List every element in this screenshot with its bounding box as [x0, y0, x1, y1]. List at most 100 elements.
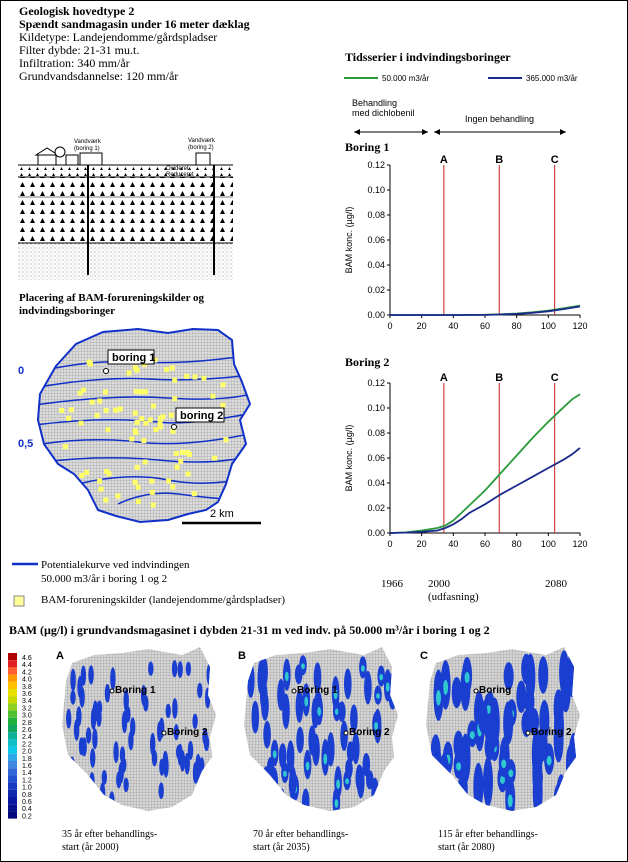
- plume: [195, 753, 201, 778]
- source-square: [220, 382, 226, 388]
- series-line: [390, 305, 581, 316]
- plume: [362, 753, 371, 777]
- boring2-marker: [171, 424, 177, 430]
- legend-line-text: Potentialekurve ved indvindingen 50.000 …: [41, 558, 189, 586]
- plume-core: [361, 665, 365, 672]
- plume: [451, 677, 462, 709]
- colorbar-label: 1.0: [22, 785, 32, 792]
- x-tick-label: 80: [512, 539, 522, 549]
- year-2000-label: 2000: [428, 578, 450, 590]
- colorbar-swatch: [8, 753, 17, 761]
- source-square: [132, 479, 138, 485]
- plume: [570, 774, 580, 810]
- bottom-title: BAM (µg/l) i grundvandsmagasinet i dybde…: [9, 623, 490, 637]
- x-tick-label: 100: [541, 539, 556, 549]
- oxid-label: Oxideret: [166, 166, 189, 172]
- marker-label-A: A: [440, 372, 448, 384]
- plume: [366, 770, 374, 790]
- plume: [294, 664, 303, 685]
- boring1-marker: [103, 368, 109, 374]
- source-square: [170, 484, 176, 490]
- map-area: [62, 647, 216, 811]
- plume: [503, 701, 514, 745]
- plume: [205, 687, 211, 709]
- source-square: [143, 420, 149, 426]
- header-subtitle: Spændt sandmagasin under 16 meter dæklag: [19, 17, 250, 31]
- boring2-marker: [343, 730, 349, 736]
- waterworks-1: [79, 152, 103, 166]
- farm-building: [37, 154, 57, 166]
- caption-c: 115 år efter behandlings- start (år 2080…: [438, 828, 538, 854]
- treat-label2: med dichlobenil: [352, 108, 415, 118]
- plume: [388, 686, 397, 710]
- source-square: [157, 420, 163, 426]
- plume: [192, 713, 198, 729]
- boring1-label: Boring 1: [115, 685, 156, 696]
- source-square: [173, 451, 179, 456]
- source-square: [192, 374, 198, 380]
- plume-core: [284, 671, 289, 682]
- source-square: [149, 489, 155, 495]
- source-square: [172, 377, 178, 383]
- plume: [503, 662, 514, 691]
- header-infiltration: Infiltration: 340 mm/år: [19, 56, 130, 70]
- caption-c-line1: 115 år efter behandlings-: [438, 829, 538, 840]
- x-tick-label: 120: [572, 539, 587, 549]
- boring1-marker: [473, 688, 479, 694]
- source-square: [150, 502, 156, 508]
- source-square: [152, 357, 158, 363]
- plume: [312, 733, 320, 766]
- plume: [350, 704, 358, 733]
- plume: [69, 756, 75, 772]
- boring1-marker: [291, 688, 297, 694]
- placement-title-line2: indvindingsboringer: [19, 305, 115, 317]
- marker-label-B: B: [495, 154, 503, 166]
- source-square: [172, 396, 178, 402]
- colorbar-label: 0.4: [22, 806, 32, 813]
- map-letter: A: [56, 650, 64, 662]
- source-square: [117, 406, 123, 412]
- source-square: [220, 402, 226, 408]
- legend-square-label: BAM-forureningskilder (landejendomme/går…: [41, 594, 286, 606]
- colorbar-swatch: [8, 681, 17, 689]
- colorbar-label: 4.0: [22, 677, 32, 684]
- plume-core: [279, 798, 284, 806]
- year-2080: 2080: [545, 578, 567, 590]
- plume-core: [305, 761, 310, 771]
- colorbar: 4.64.44.24.03.83.63.43.23.02.82.62.42.22…: [8, 653, 32, 820]
- colorbar-label: 4.4: [22, 662, 32, 669]
- colorbar-swatch: [8, 689, 17, 697]
- source-square: [86, 359, 92, 365]
- y-tick-label: 0.10: [367, 403, 385, 413]
- source-square: [201, 375, 207, 381]
- source-square: [157, 424, 163, 430]
- plume: [439, 753, 450, 793]
- source-square: [151, 403, 156, 409]
- plume: [185, 661, 192, 676]
- plume-core: [374, 722, 378, 730]
- map-C: C Boring Boring 2: [420, 647, 580, 811]
- source-square: [78, 420, 84, 426]
- plume: [556, 774, 567, 811]
- plume: [484, 733, 495, 761]
- source-square: [81, 387, 87, 393]
- plume: [516, 680, 527, 713]
- source-square: [105, 427, 111, 433]
- colorbar-swatch: [8, 775, 17, 783]
- source-square: [59, 408, 65, 413]
- plume: [104, 684, 111, 703]
- plume-core: [336, 779, 340, 790]
- sand-aquifer: [18, 177, 233, 243]
- source-square: [63, 444, 68, 450]
- plume-core: [317, 707, 322, 716]
- caption-a: 35 år efter behandlings- start (år 2000): [62, 828, 157, 854]
- plume: [296, 726, 304, 754]
- year-2000: 2000 (udfasning): [428, 578, 479, 604]
- plume: [250, 760, 259, 786]
- plume-core: [334, 799, 339, 808]
- caption-c-line2: start (år 2080): [438, 842, 495, 853]
- plume: [123, 689, 129, 712]
- plume: [457, 773, 468, 805]
- plume: [483, 757, 493, 807]
- plume: [66, 708, 72, 729]
